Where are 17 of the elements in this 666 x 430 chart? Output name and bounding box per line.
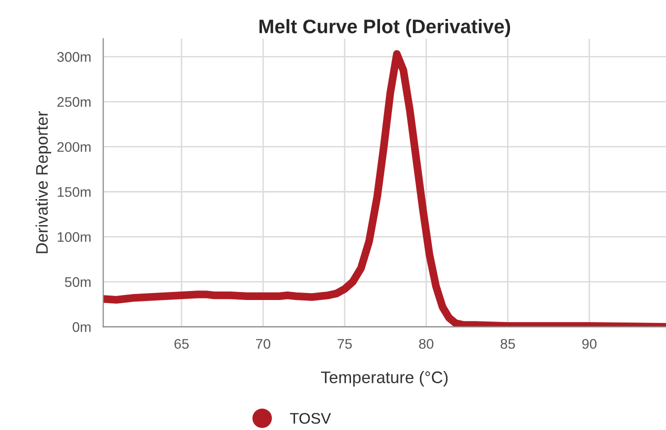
y-tick-label: 200m: [57, 142, 91, 152]
y-tick-label: 250m: [57, 97, 91, 107]
chart-title: Melt Curve Plot (Derivative): [260, 19, 510, 38]
y-tick-label: 0m: [72, 322, 91, 332]
legend-label: TOSV: [290, 412, 331, 424]
x-tick-label: 65: [174, 338, 189, 349]
y-tick-label: 50m: [64, 277, 91, 287]
x-tick-label: 85: [500, 338, 515, 349]
x-tick-label: 70: [256, 338, 270, 349]
y-tick-label: 150m: [58, 187, 91, 197]
x-axis-title: Temperature (°C): [321, 370, 448, 387]
x-tick-label: 75: [338, 339, 352, 349]
x-tick-label: 80: [419, 338, 434, 349]
x-tick-label: 90: [582, 338, 597, 349]
y-tick-label: 100m: [58, 232, 91, 242]
y-axis-title: Derivative Reporter: [36, 111, 52, 254]
y-tick-label: 300m: [57, 52, 91, 62]
